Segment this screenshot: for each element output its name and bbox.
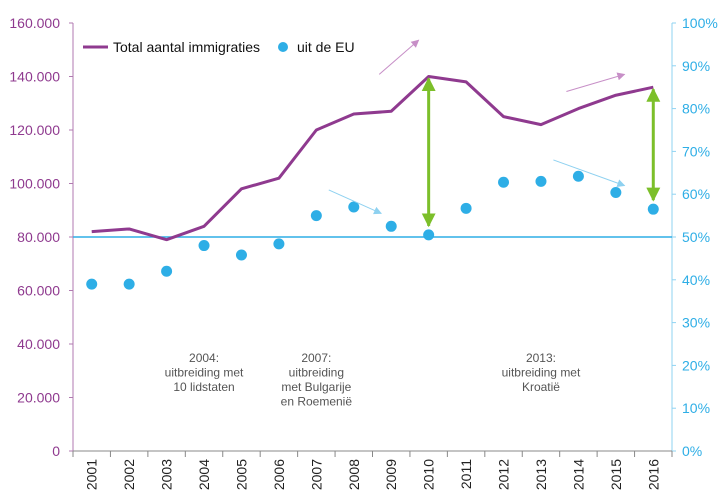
- x-tick-label: 2015: [608, 459, 624, 490]
- y-left-tick-label: 20.000: [17, 390, 60, 406]
- legend: Total aantal immigraties uit de EU: [83, 39, 355, 55]
- y-left-tick-label: 40.000: [17, 336, 60, 352]
- scatter-point-2002: [123, 278, 135, 290]
- x-tick-label: 2003: [159, 459, 175, 490]
- scatter-point-2001: [86, 278, 98, 290]
- y-left-tick-label: 0: [52, 443, 60, 459]
- y-right-tick-label: 80%: [682, 101, 710, 117]
- legend-label-total: Total aantal immigraties: [113, 39, 260, 55]
- y-right-tick-label: 60%: [682, 186, 710, 202]
- scatter-point-2010: [423, 229, 435, 241]
- x-tick-label: 2004: [196, 459, 212, 490]
- y-right-tick-label: 0%: [682, 443, 702, 459]
- annotation-line: 2004:: [189, 351, 219, 365]
- trend-arrow-scatter-2: [328, 189, 382, 215]
- annotation-line: Kroatië: [522, 380, 560, 394]
- x-tick-label: 2001: [84, 459, 100, 490]
- y-right-tick-label: 70%: [682, 143, 710, 159]
- y-right-tick-label: 50%: [682, 229, 710, 245]
- trend-arrow-scatter-3: [553, 159, 626, 187]
- y-left-tick-label: 160.000: [9, 15, 60, 31]
- x-tick-label: 2009: [383, 459, 399, 490]
- y-left-tick-label: 140.000: [9, 69, 60, 85]
- x-tick-label: 2007: [308, 459, 324, 490]
- x-tick-label: 2006: [271, 459, 287, 490]
- scatter-point-2016: [647, 203, 659, 215]
- annotation-line: en Roemenië: [281, 395, 353, 409]
- series-line-total-immigraties: [91, 75, 654, 242]
- annotation-background: [152, 351, 257, 399]
- scatter-point-2004: [198, 240, 210, 252]
- scatter-point-2005: [235, 249, 247, 261]
- y-left-tick-label: 100.000: [9, 176, 60, 192]
- trend-arrow-line-0: [378, 39, 420, 75]
- x-tick-label: 2010: [421, 459, 437, 490]
- legend-label-eu: uit de EU: [297, 39, 355, 55]
- axes: 0 20.000 40.000 60.000 80.000 100.000 120.000 1…: [9, 15, 717, 490]
- scatter-point-2003: [161, 265, 173, 277]
- scatter-point-2015: [610, 186, 622, 198]
- series: [86, 39, 661, 290]
- legend-dot-swatch: [278, 42, 288, 52]
- scatter-point-2006: [273, 238, 285, 250]
- trend-arrow-line-1: [566, 72, 626, 92]
- x-tick-label: 2005: [233, 459, 249, 490]
- x-tick-label: 2014: [570, 459, 586, 490]
- annotation-line: uitbreiding met: [502, 366, 581, 380]
- y-left-tick-label: 80.000: [17, 229, 60, 245]
- y-right-tick-label: 30%: [682, 315, 710, 331]
- y-right-tick-label: 20%: [682, 357, 710, 373]
- x-tick-label: 2008: [346, 459, 362, 490]
- y-right-tick-label: 40%: [682, 272, 710, 288]
- x-tick-label: 2013: [533, 459, 549, 490]
- y-left-tick-label: 60.000: [17, 283, 60, 299]
- scatter-point-2013: [535, 175, 547, 187]
- scatter-point-2011: [460, 202, 472, 214]
- y-left-tick-label: 120.000: [9, 122, 60, 138]
- x-tick-label: 2016: [645, 459, 661, 490]
- scatter-point-2007: [310, 210, 322, 222]
- annotation-line: met Bulgarije: [281, 380, 351, 394]
- y-right-tick-label: 10%: [682, 400, 710, 416]
- annotation-background: [488, 351, 593, 399]
- x-tick-label: 2002: [121, 459, 137, 490]
- x-tick-label: 2011: [458, 459, 474, 489]
- annotation-background: [264, 351, 369, 413]
- annotation-line: uitbreiding: [289, 366, 344, 380]
- y-right-tick-label: 100%: [682, 15, 718, 31]
- y-right-tick-label: 90%: [682, 58, 710, 74]
- annotation-line: uitbreiding met: [165, 366, 244, 380]
- annotation-line: 10 lidstaten: [173, 380, 234, 394]
- x-tick-label: 2012: [496, 459, 512, 490]
- scatter-point-2012: [498, 176, 510, 188]
- scatter-point-2008: [348, 201, 360, 213]
- annotation-line: 2007:: [301, 351, 331, 365]
- scatter-point-2014: [572, 170, 584, 182]
- annotation-line: 2013:: [526, 351, 556, 365]
- scatter-point-2009: [385, 220, 397, 232]
